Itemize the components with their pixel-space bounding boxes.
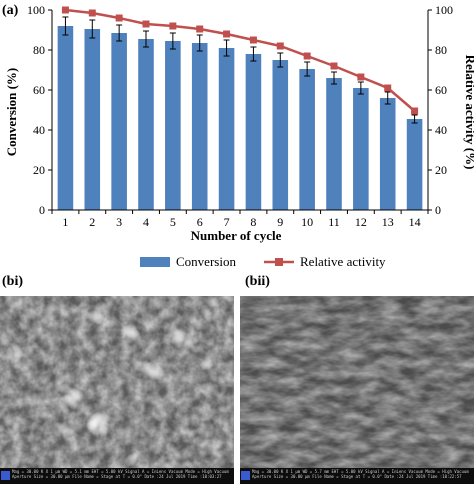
bar-conversion [84, 29, 101, 210]
panel-label-a: (a) [2, 3, 19, 18]
y-tick-label: 20 [33, 163, 45, 177]
sem-info-bar-bii: Mag = 30.00 K X 1 µm WD = 5.7 mm EHT = 5… [240, 468, 474, 484]
bar-conversion [165, 41, 181, 210]
y2-tick-label: 20 [435, 163, 447, 177]
point-relative-activity [411, 107, 419, 115]
x-tick-label: 4 [143, 215, 149, 229]
x-tick-label: 1 [62, 215, 68, 229]
legend-label-conversion: Conversion [176, 254, 236, 269]
bar-conversion [138, 39, 154, 210]
y2-axis-title: Relative activity (%) [463, 55, 474, 170]
error-bars-group [62, 16, 418, 124]
bar-conversion [57, 26, 74, 210]
y-tick-label: 40 [33, 123, 45, 137]
legend-label-relative-activity: Relative activity [300, 254, 386, 269]
sem-image-bii: Mag = 30.00 K X 1 µm WD = 5.7 mm EHT = 5… [240, 296, 474, 484]
sem-info-line: Mag = 30.00 K X 1 µm WD = 5.7 mm EHT = 5… [252, 469, 469, 474]
zeiss-logo-icon [1, 471, 10, 480]
y2-tick-label: 0 [435, 203, 441, 217]
chart-area: (a) 0 20 40 60 80 100 0 20 40 60 80 100 1 2 3 4 5 6 7 8 9 10 1… [2, 3, 474, 269]
point-relative-activity [303, 52, 311, 60]
bars-group [57, 26, 423, 210]
x-tick-label: 3 [116, 215, 122, 229]
point-relative-activity [142, 20, 150, 28]
y2-tick-label: 100 [435, 3, 453, 17]
x-tick-label: 12 [355, 215, 367, 229]
legend-marker-relative-activity [275, 258, 283, 266]
point-relative-activity [169, 22, 177, 30]
point-relative-activity [357, 73, 365, 81]
x-tick-label: 2 [89, 215, 95, 229]
sem-info-bar-bi: Mag = 30.00 K X 1 µm WD = 5.1 mm EHT = 5… [0, 468, 234, 484]
x-tick-label: 8 [250, 215, 256, 229]
bar-conversion [379, 98, 396, 210]
x-axis-title: Number of cycle [191, 228, 282, 243]
sem-image-bi: Mag = 30.00 K X 1 µm WD = 5.1 mm EHT = 5… [0, 296, 234, 484]
legend-swatch-conversion [140, 257, 170, 267]
sem-info-line: Aperture Size = 30.00 µm File Name = Sta… [252, 474, 462, 479]
point-relative-activity [61, 6, 69, 14]
x-tick-label: 14 [409, 215, 421, 229]
y-tick-label: 60 [33, 83, 45, 97]
bar-conversion [299, 69, 315, 210]
point-relative-activity [276, 42, 284, 50]
y-tick-label: 80 [33, 43, 45, 57]
point-relative-activity [223, 30, 231, 38]
bar-conversion [111, 33, 127, 210]
zeiss-logo-icon [241, 471, 250, 480]
x-tick-label: 11 [328, 215, 340, 229]
point-relative-activity [115, 14, 123, 22]
bar-conversion [218, 48, 235, 210]
x-tick-label: 10 [301, 215, 313, 229]
bar-conversion [191, 43, 208, 210]
y2-tick-label: 80 [435, 43, 447, 57]
x-tick-label: 9 [277, 215, 283, 229]
axes-group [51, 10, 429, 211]
bar-conversion [406, 119, 423, 210]
bar-conversion [353, 88, 369, 210]
point-relative-activity [384, 84, 392, 92]
line-group [61, 6, 419, 115]
bar-conversion [272, 60, 289, 210]
bar-conversion [326, 78, 342, 210]
y2-tick-label: 60 [435, 83, 447, 97]
sem-texture-bii [240, 296, 474, 468]
panel-label-bi: (bi) [2, 274, 23, 289]
sem-info-line: Mag = 30.00 K X 1 µm WD = 5.1 mm EHT = 5… [12, 469, 229, 474]
bar-conversion [245, 54, 262, 210]
x-tick-label: 7 [224, 215, 230, 229]
sem-info-line: Aperture Size = 30.00 µm File Name = Sta… [12, 474, 222, 479]
legend: Conversion Relative activity [140, 254, 386, 269]
line-relative-activity [65, 8, 416, 112]
x-tick-label: 6 [197, 215, 203, 229]
point-relative-activity [88, 9, 96, 17]
sem-texture-bi [0, 296, 234, 468]
x-tick-label: 5 [170, 215, 176, 229]
y2-tick-label: 40 [435, 123, 447, 137]
y-tick-label: 100 [27, 3, 45, 17]
y-axis-title: Conversion (%) [4, 68, 19, 156]
y-tick-label: 0 [39, 203, 45, 217]
point-relative-activity [196, 25, 204, 33]
point-relative-activity [249, 36, 257, 44]
point-relative-activity [330, 62, 338, 70]
x-tick-label: 13 [382, 215, 394, 229]
panel-label-bii: (bii) [245, 274, 270, 289]
